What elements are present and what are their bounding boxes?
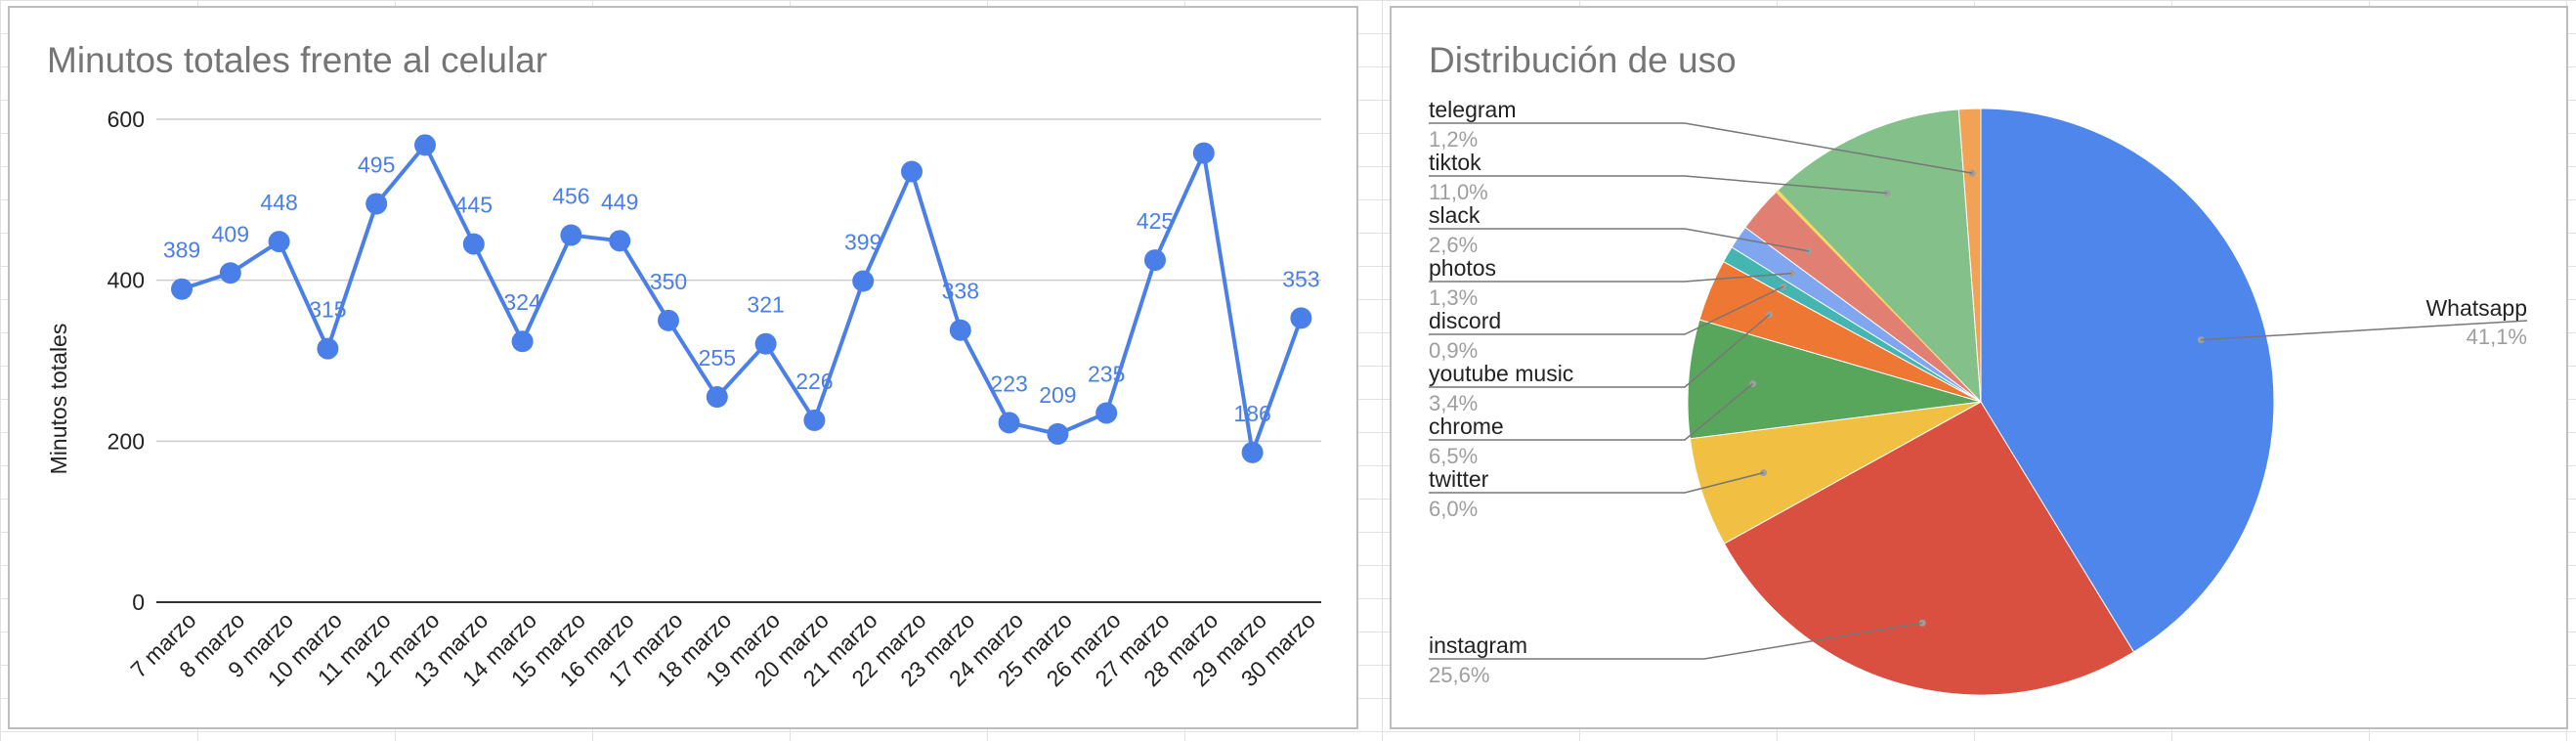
data-label: 324	[503, 289, 541, 315]
data-label: 448	[260, 190, 297, 215]
data-label: 350	[650, 269, 687, 294]
data-point[interactable]	[901, 160, 923, 183]
data-point[interactable]	[317, 337, 339, 360]
data-point[interactable]	[998, 412, 1020, 434]
leader-dot	[1805, 247, 1813, 255]
slice-label: instagram	[1429, 632, 1527, 658]
data-label: 255	[699, 345, 736, 370]
slice-label: youtube music	[1429, 361, 1573, 386]
slice-percent: 41,1%	[2467, 325, 2527, 349]
data-point[interactable]	[658, 309, 679, 331]
pie-slice[interactable]	[1723, 401, 2135, 696]
data-point[interactable]	[1241, 441, 1264, 463]
leader-line	[2201, 320, 2528, 341]
data-label: 226	[795, 369, 833, 394]
data-label: 449	[601, 189, 638, 214]
data-point[interactable]	[511, 330, 534, 353]
slice-label: tiktok	[1429, 150, 1481, 175]
data-point[interactable]	[1192, 142, 1215, 164]
series-line	[181, 143, 1304, 455]
pie-slice[interactable]	[1776, 109, 1982, 404]
data-point[interactable]	[609, 230, 631, 252]
pie-chart-panel[interactable]: Distribución de uso Whatsapp 41,1% instagr…	[1390, 6, 2568, 729]
data-label: 209	[1039, 382, 1076, 408]
line-chart-title: Minutos totales frente al celular	[47, 40, 547, 80]
slice-percent: 3,4%	[1429, 391, 1478, 415]
data-point[interactable]	[219, 262, 241, 284]
line-chart-panel[interactable]: Minutos totales frente al celular Minuto…	[8, 6, 1358, 729]
slice-label: discord	[1429, 308, 1501, 333]
slice-percent: 11,0%	[1429, 180, 1488, 204]
slice-label: slack	[1429, 202, 1481, 228]
y-tick-label: 400	[107, 268, 145, 293]
slice-percent: 1,3%	[1429, 285, 1478, 310]
data-label: 425	[1137, 208, 1174, 234]
data-label: 445	[455, 193, 493, 218]
slice-label: telegram	[1429, 97, 1516, 122]
data-label: 235	[1088, 362, 1125, 387]
leader-line	[1429, 622, 1923, 660]
data-label: 321	[747, 292, 784, 318]
data-label: 223	[990, 370, 1027, 396]
data-label: 338	[942, 279, 979, 304]
data-label: 389	[163, 238, 200, 263]
data-point[interactable]	[462, 233, 485, 255]
leader-dot	[1918, 619, 1926, 627]
data-label: 186	[1233, 401, 1270, 426]
y-tick-label: 0	[132, 589, 145, 615]
leader-line	[1429, 314, 1771, 388]
pie-slice[interactable]	[1980, 108, 2275, 653]
pie-slice-sliver	[1775, 190, 1981, 402]
leader-line	[1429, 272, 1792, 283]
data-point[interactable]	[803, 409, 826, 431]
data-point[interactable]	[754, 332, 777, 355]
slice-label: twitter	[1429, 466, 1489, 492]
data-point[interactable]	[268, 231, 290, 253]
slice-percent: 2,6%	[1429, 233, 1478, 257]
data-point[interactable]	[1290, 307, 1312, 329]
leader-line	[1429, 175, 1888, 195]
data-label: 315	[309, 297, 346, 323]
data-point[interactable]	[1047, 422, 1069, 445]
data-point[interactable]	[560, 224, 582, 246]
slice-label: Whatsapp	[2426, 295, 2527, 321]
data-point[interactable]	[171, 278, 193, 300]
data-point[interactable]	[852, 270, 875, 292]
leader-line	[1429, 122, 1973, 174]
leader-line	[1429, 228, 1810, 252]
data-point[interactable]	[414, 134, 436, 156]
slice-percent: 0,9%	[1429, 338, 1478, 363]
leader-line	[1429, 382, 1754, 441]
pie-slice[interactable]	[1957, 108, 1982, 403]
slice-percent: 25,6%	[1429, 663, 1489, 687]
data-point[interactable]	[949, 319, 971, 341]
data-point[interactable]	[706, 386, 728, 409]
data-label: 495	[358, 152, 395, 177]
y-tick-label: 200	[107, 428, 145, 454]
data-label: 353	[1282, 266, 1319, 291]
slice-percent: 6,0%	[1429, 497, 1478, 521]
data-label: 456	[552, 184, 589, 209]
y-axis-label: Minutos totales	[46, 324, 71, 475]
data-point[interactable]	[365, 193, 388, 215]
slice-percent: 1,2%	[1429, 127, 1478, 152]
pie-chart-title: Distribución de uso	[1429, 40, 1737, 80]
y-tick-label: 600	[107, 107, 145, 132]
data-label: 409	[212, 221, 249, 246]
pie-chart: Distribución de uso Whatsapp 41,1% instagr…	[1429, 40, 2528, 696]
data-label: 399	[844, 229, 881, 254]
leader-line	[1429, 471, 1764, 494]
slice-percent: 6,5%	[1429, 444, 1478, 468]
data-point[interactable]	[1144, 249, 1166, 272]
line-chart: Minutos totales frente al celular Minuto…	[46, 40, 1321, 691]
slice-label: chrome	[1429, 414, 1504, 439]
slice-label: photos	[1429, 255, 1496, 281]
leader-line	[1429, 285, 1784, 335]
data-point[interactable]	[1095, 402, 1118, 424]
